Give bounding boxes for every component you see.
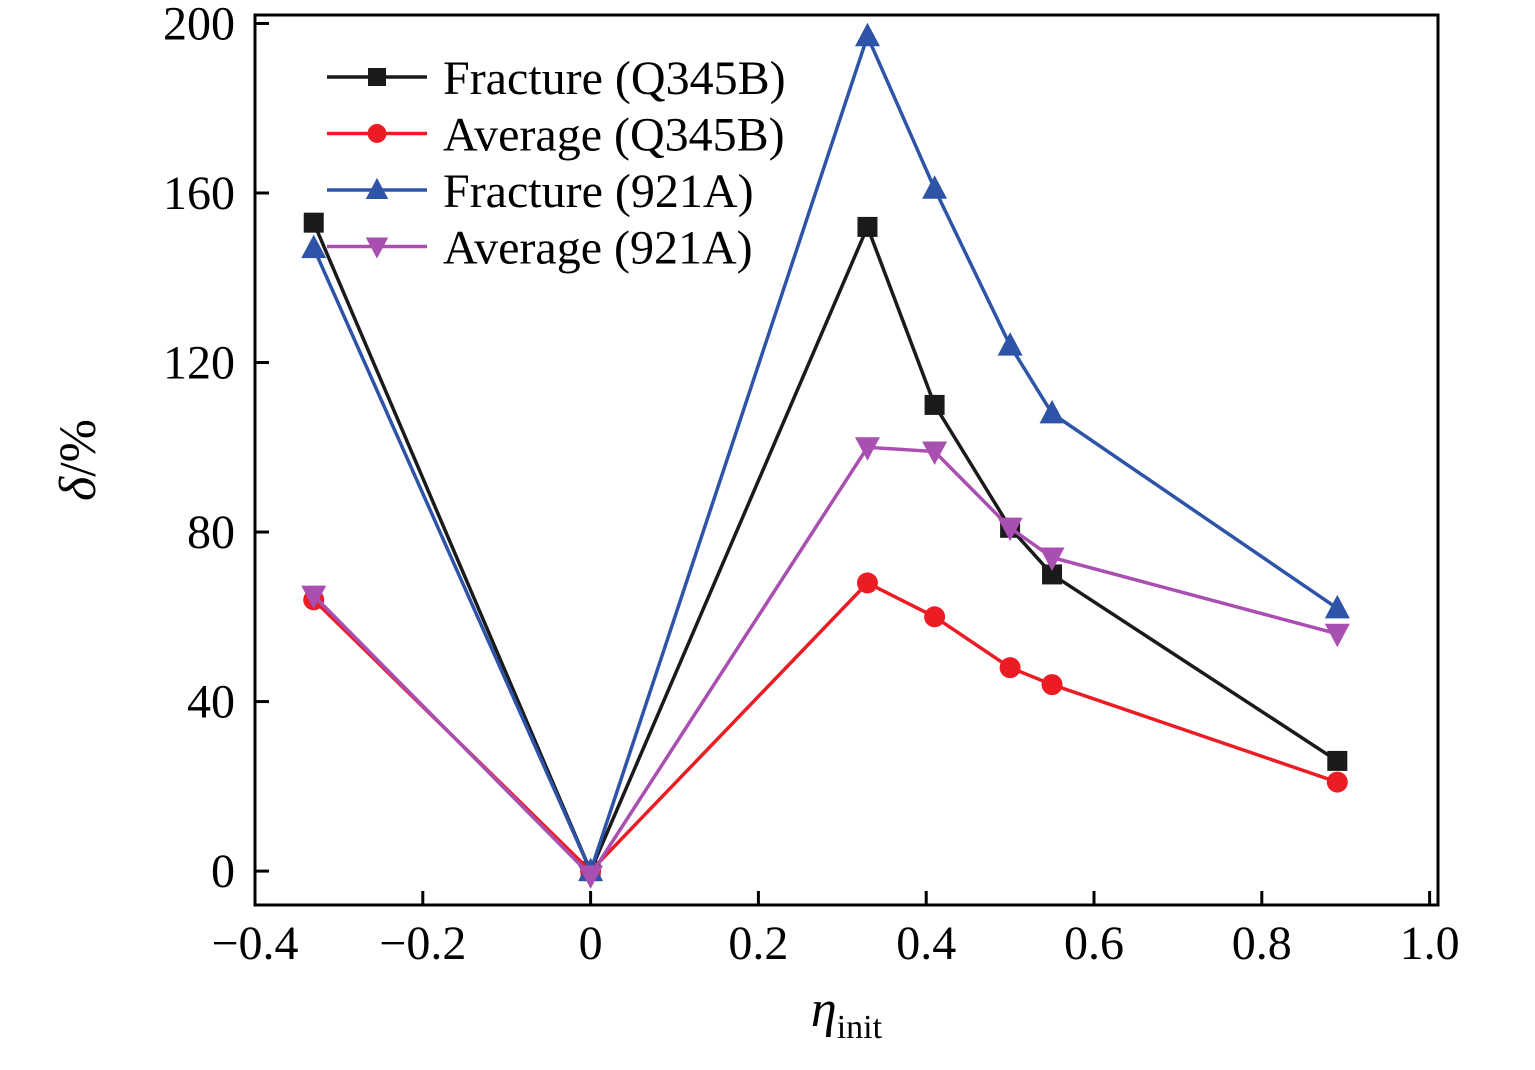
x-tick-label: 0.8 — [1232, 917, 1292, 970]
legend-label: Average (Q345B) — [443, 109, 785, 162]
triangle-down-marker — [854, 437, 880, 461]
circle-marker — [856, 572, 878, 594]
x-tick-label: 0 — [579, 917, 603, 970]
triangle-down-marker — [922, 441, 948, 466]
series-average-921a — [301, 437, 1350, 889]
legend-item-fracture-921a: Fracture (921A) — [327, 165, 754, 218]
triangle-down-marker — [301, 585, 327, 610]
plot-border — [253, 13, 1440, 907]
x-tick-label: 0.6 — [1064, 917, 1124, 970]
y-tick-label: 200 — [163, 0, 235, 50]
triangle-up-marker — [301, 234, 327, 259]
legend-item-average-921a: Average (921A) — [327, 222, 753, 275]
axes: −0.4 −0.2 0 0.2 0.4 0.6 0.8 1.0 0 40 80 120 160 200 — [163, 0, 1460, 970]
series-fracture-q345b — [303, 212, 1348, 882]
triangle-up-marker — [1324, 594, 1350, 619]
triangle-up-marker — [997, 332, 1023, 356]
series-line — [312, 580, 1338, 874]
circle-marker — [1326, 771, 1348, 793]
circle-marker — [1041, 674, 1063, 696]
triangle-up-marker — [854, 22, 880, 47]
square-marker — [1042, 564, 1063, 585]
series-average-q345b — [303, 572, 1348, 882]
square-marker — [368, 68, 386, 86]
x-axis-label: ηinit — [811, 981, 883, 1046]
x-tick-label: 0.4 — [896, 917, 956, 970]
square-marker — [1327, 750, 1348, 771]
y-tick-label: 40 — [187, 676, 235, 729]
legend: Fracture (Q345B)Average (Q345B)Fracture … — [327, 52, 786, 275]
triangle-down-marker — [578, 865, 604, 889]
triangle-up-marker — [1039, 399, 1065, 424]
triangle-up-marker — [365, 177, 389, 199]
x-tick-label: 0.2 — [728, 917, 788, 970]
y-tick-label: 80 — [187, 506, 235, 559]
legend-label: Fracture (921A) — [443, 165, 754, 218]
triangle-up-marker — [922, 175, 948, 199]
x-tick-label: 1.0 — [1400, 917, 1460, 970]
y-tick-label: 120 — [163, 337, 235, 390]
legend-label: Fracture (Q345B) — [443, 52, 786, 105]
square-marker — [924, 394, 945, 415]
x-tick-label: −0.2 — [379, 917, 466, 970]
legend-item-fracture-q345b: Fracture (Q345B) — [327, 52, 786, 105]
circle-marker — [999, 657, 1021, 679]
triangle-down-marker — [1324, 623, 1350, 648]
legend-item-average-q345b: Average (Q345B) — [327, 109, 785, 162]
triangle-down-marker — [997, 517, 1023, 542]
square-marker — [857, 216, 878, 237]
circle-marker — [924, 606, 946, 628]
y-axis-label: δ/% — [50, 419, 107, 501]
series-line — [312, 221, 1339, 876]
y-tick-label: 0 — [211, 845, 235, 898]
square-marker — [303, 212, 324, 233]
circle-marker — [367, 124, 387, 143]
x-tick-label: −0.4 — [211, 917, 298, 970]
legend-label: Average (921A) — [443, 222, 753, 275]
y-tick-label: 160 — [163, 167, 235, 220]
triangle-down-marker — [1039, 547, 1065, 571]
triangle-down-marker — [365, 237, 389, 259]
